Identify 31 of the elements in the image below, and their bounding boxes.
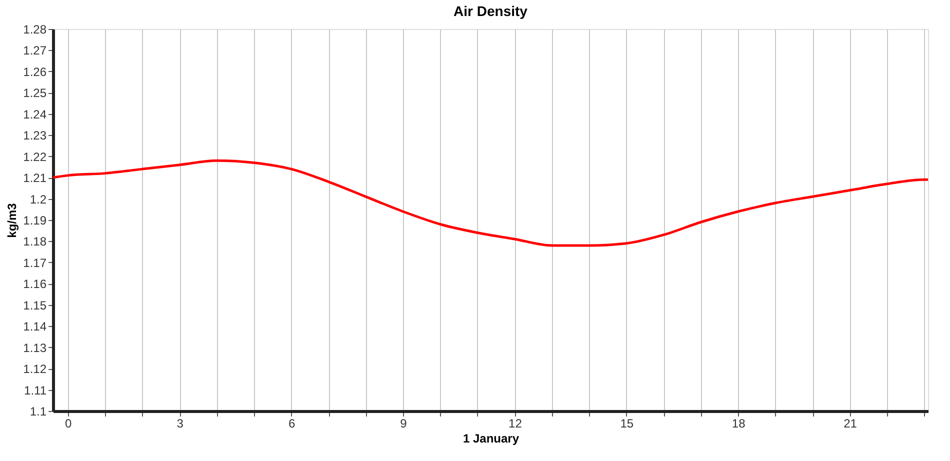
x-tick-label: 3 (176, 416, 184, 430)
y-axis-title: kg/m3 (5, 202, 20, 238)
x-tick-label: 15 (620, 416, 634, 430)
x-tick-label: 0 (65, 416, 72, 430)
chart-title: Air Density (454, 3, 528, 19)
x-tick-label: 21 (844, 416, 858, 430)
y-tick-label: 1.22 (23, 150, 47, 164)
y-tick-label: 1.25 (23, 86, 47, 100)
y-tick-label: 1.16 (23, 277, 47, 292)
y-tick-label: 1.19 (23, 214, 47, 228)
x-tick-label: 12 (508, 416, 522, 430)
x-tick-label: 18 (732, 416, 746, 430)
x-tick-label: 9 (400, 416, 408, 430)
y-tick-label: 1.18 (23, 234, 47, 249)
y-tick-label: 1.27 (23, 44, 47, 58)
y-tick-label: 1.2 (30, 192, 47, 206)
y-tick-label: 1.24 (23, 107, 47, 122)
y-tick-label: 1.21 (23, 171, 47, 186)
x-tick-label: 6 (288, 416, 296, 430)
y-tick-label: 1.11 (24, 383, 47, 398)
x-axis-title: 1 January (462, 432, 520, 446)
line-series (52, 159, 930, 247)
y-tick-label: 1.26 (23, 64, 47, 79)
y-tick-label: 1.14 (23, 320, 47, 334)
y-tick-label: 1.13 (23, 340, 47, 355)
y-tick-label: 1.15 (23, 298, 47, 312)
y-tick-label: 1.12 (23, 362, 47, 376)
y-tick-label: 1.23 (23, 128, 47, 143)
y-tick-label: 1.17 (23, 256, 47, 270)
y-tick-label: 1.1 (30, 404, 47, 418)
y-tick-label: 1.28 (23, 22, 47, 36)
